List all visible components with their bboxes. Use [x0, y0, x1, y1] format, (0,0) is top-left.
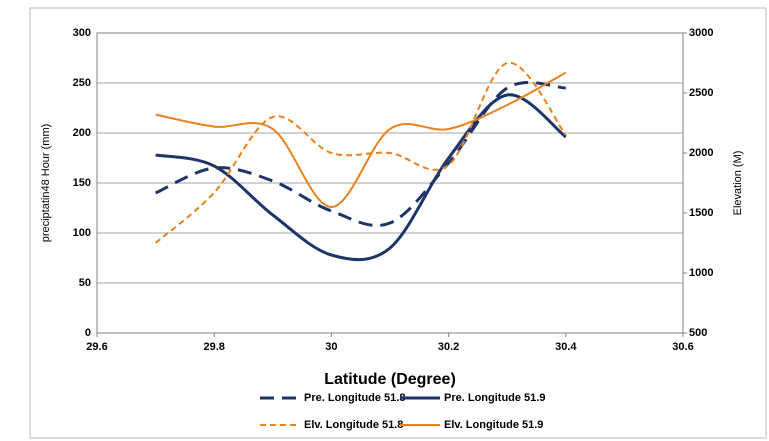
y-tick-label: 300: [73, 27, 91, 39]
y-tick-label: 100: [73, 227, 91, 239]
series-line: [154, 61, 567, 244]
y2-tick-label: 2500: [689, 87, 713, 99]
y-axis-title: preciptatin48 Hour (mm): [40, 124, 52, 243]
y2-axis-title: Elevation (M): [732, 151, 744, 216]
x-tick-label: 30.6: [672, 341, 693, 353]
y-tick-label: 150: [73, 177, 91, 189]
plot-border: [96, 32, 684, 334]
chart-border: [29, 7, 767, 439]
series-line: [154, 80, 566, 228]
x-axis-title: Latitude (Degree): [324, 371, 456, 388]
series-line: [155, 71, 567, 209]
y2-tick-label: 2000: [689, 147, 713, 159]
x-tick-label: 30.4: [555, 341, 577, 353]
legend-label: Elv. Longitude 51.9: [444, 419, 543, 431]
legend-label: Elv. Longitude 51.8: [304, 419, 403, 431]
y2-tick-label: 1500: [689, 207, 713, 219]
legend-label: Pre. Longitude 51.9: [444, 392, 545, 404]
y-tick-label: 200: [73, 127, 91, 139]
y2-tick-label: 3000: [689, 27, 713, 39]
y-tick-label: 0: [85, 327, 91, 339]
y2-tick-label: 500: [689, 327, 707, 339]
x-tick-label: 29.6: [86, 341, 107, 353]
y-tick-label: 50: [79, 277, 91, 289]
y2-tick-label: 1000: [689, 267, 713, 279]
legend-label: Pre. Longitude 51.8: [304, 392, 405, 404]
x-tick-label: 29.8: [203, 341, 224, 353]
y-tick-label: 250: [73, 77, 91, 89]
x-tick-label: 30: [325, 341, 337, 353]
x-tick-label: 30.2: [438, 341, 459, 353]
series-line: [155, 93, 567, 262]
